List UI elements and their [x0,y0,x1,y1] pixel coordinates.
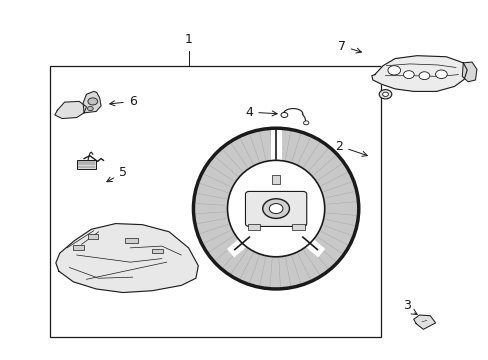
Polygon shape [371,56,466,91]
Ellipse shape [262,199,289,219]
Ellipse shape [435,70,447,78]
Text: 2: 2 [335,140,366,156]
Bar [50,66,380,337]
Bar [247,224,259,230]
Bar [77,160,96,169]
Text: 1: 1 [184,33,192,46]
Bar [271,175,280,184]
Ellipse shape [387,66,400,75]
Text: 3: 3 [403,298,410,311]
Polygon shape [56,224,198,293]
Ellipse shape [269,203,283,213]
Text: 4: 4 [245,105,277,119]
Polygon shape [413,315,435,329]
Text: 5: 5 [107,166,127,182]
Bar [152,249,163,253]
Ellipse shape [193,128,358,289]
Ellipse shape [418,72,429,80]
Text: 6: 6 [109,95,136,108]
Ellipse shape [281,112,287,117]
Ellipse shape [403,71,413,78]
Bar [125,238,137,243]
Bar [88,234,98,239]
Bar [73,245,84,249]
FancyBboxPatch shape [245,192,306,226]
Ellipse shape [378,90,391,99]
Ellipse shape [227,160,324,257]
Ellipse shape [303,121,308,125]
Ellipse shape [382,92,387,96]
Ellipse shape [87,107,93,111]
Polygon shape [461,62,476,82]
Polygon shape [83,91,101,113]
Bar [292,224,304,230]
Polygon shape [55,102,86,118]
Text: 7: 7 [337,40,361,53]
Ellipse shape [88,98,98,105]
